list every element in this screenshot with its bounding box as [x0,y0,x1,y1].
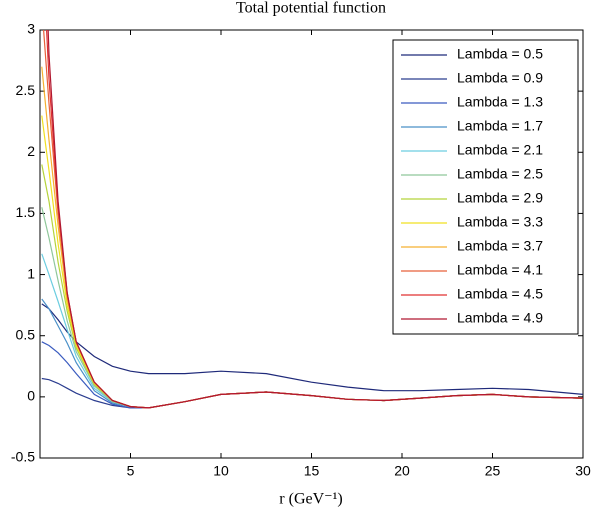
plot-lines [41,30,583,409]
y-tick-label: 2 [27,143,35,159]
x-tick-label: 10 [213,463,229,479]
legend-label: Lambda = 3.3 [457,214,543,230]
y-tick-label: 1.5 [16,204,36,220]
legend-label: Lambda = 0.9 [457,70,543,86]
legend-label: Lambda = 2.5 [457,166,543,182]
x-tick-label: 15 [304,463,320,479]
chart-title: Total potential function [236,0,386,17]
y-tick-label: 1 [27,265,35,281]
x-tick-label: 25 [485,463,501,479]
x-tick-label: 5 [127,463,135,479]
legend-label: Lambda = 4.9 [457,310,543,326]
y-tick-label: 0.5 [16,326,36,342]
legend-label: Lambda = 4.5 [457,286,543,302]
y-tick-label: 3 [27,21,35,37]
y-tick-label: 0 [27,388,35,404]
y-tick-label: -0.5 [11,449,35,465]
legend-label: Lambda = 2.1 [457,142,543,158]
x-tick-label: 30 [575,463,591,479]
legend-label: Lambda = 2.9 [457,190,543,206]
legend-label: Lambda = 0.5 [457,46,543,62]
x-axis-label: r (GeV⁻¹) [279,491,342,508]
x-tick-label: 20 [394,463,410,479]
legend-box [392,39,579,335]
legend-label: Lambda = 1.7 [457,118,543,134]
y-tick-label: 2.5 [16,82,36,98]
line [47,30,583,409]
line [41,341,583,409]
legend-label: Lambda = 4.1 [457,262,543,278]
legend-label: Lambda = 3.7 [457,238,543,254]
legend-label: Lambda = 1.3 [457,94,543,110]
